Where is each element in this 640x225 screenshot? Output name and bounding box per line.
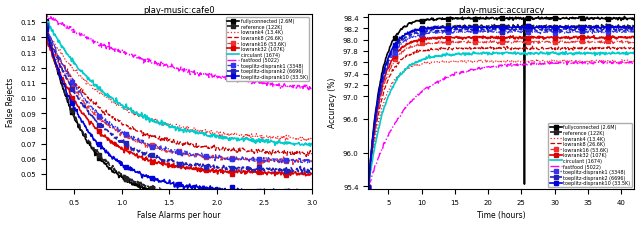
Title: play-music:accuracy: play-music:accuracy: [458, 6, 545, 14]
X-axis label: Time (hours): Time (hours): [477, 211, 525, 219]
Y-axis label: False Rejects: False Rejects: [6, 78, 15, 127]
Y-axis label: Accuracy (%): Accuracy (%): [328, 77, 337, 127]
Legend: fullyconnected (2.6M), reference (122K), lowrank4 (13.4K), lowrank8 (26.6K), low: fullyconnected (2.6M), reference (122K),…: [225, 18, 309, 81]
Legend: fullyconnected (2.6M), reference (122K), lowrank4 (13.4K), lowrank8 (26.6K), low: fullyconnected (2.6M), reference (122K),…: [548, 124, 632, 187]
X-axis label: False Alarms per hour: False Alarms per hour: [137, 211, 220, 219]
Title: play-music:cafe0: play-music:cafe0: [143, 6, 214, 14]
